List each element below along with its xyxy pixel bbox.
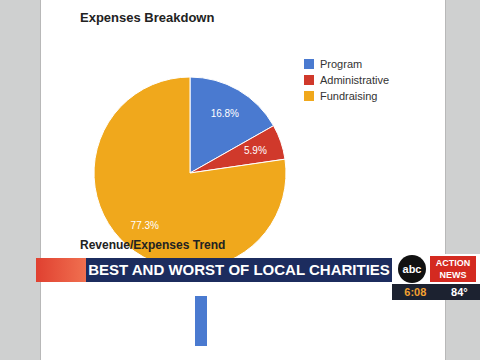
html-text:Expenses Breakdown: Expenses Breakdown	[80, 10, 215, 25]
html-text:6:08: 6:08	[404, 286, 427, 298]
html-text:ACTION NEWS: ACTION NEWS	[435, 258, 471, 280]
html-text:BEST AND WORST OF LOCAL CHARIT: BEST AND WORST OF LOCAL CHARITIES	[88, 261, 390, 278]
html-text:Fundraising: Fundraising	[320, 90, 378, 102]
html-text:Revenue/Expenses Trend: Revenue/Expenses Trend	[80, 238, 226, 252]
html-text:Program: Program	[320, 58, 363, 70]
html-text:abc: abc	[402, 263, 422, 275]
svg-text:77.3%: 77.3%	[131, 220, 159, 231]
svg-text:16.8%: 16.8%	[211, 108, 239, 119]
svg-text:5.9%: 5.9%	[244, 145, 267, 156]
html-text:84°: 84°	[451, 286, 468, 298]
html-text:Administrative: Administrative	[320, 74, 390, 86]
